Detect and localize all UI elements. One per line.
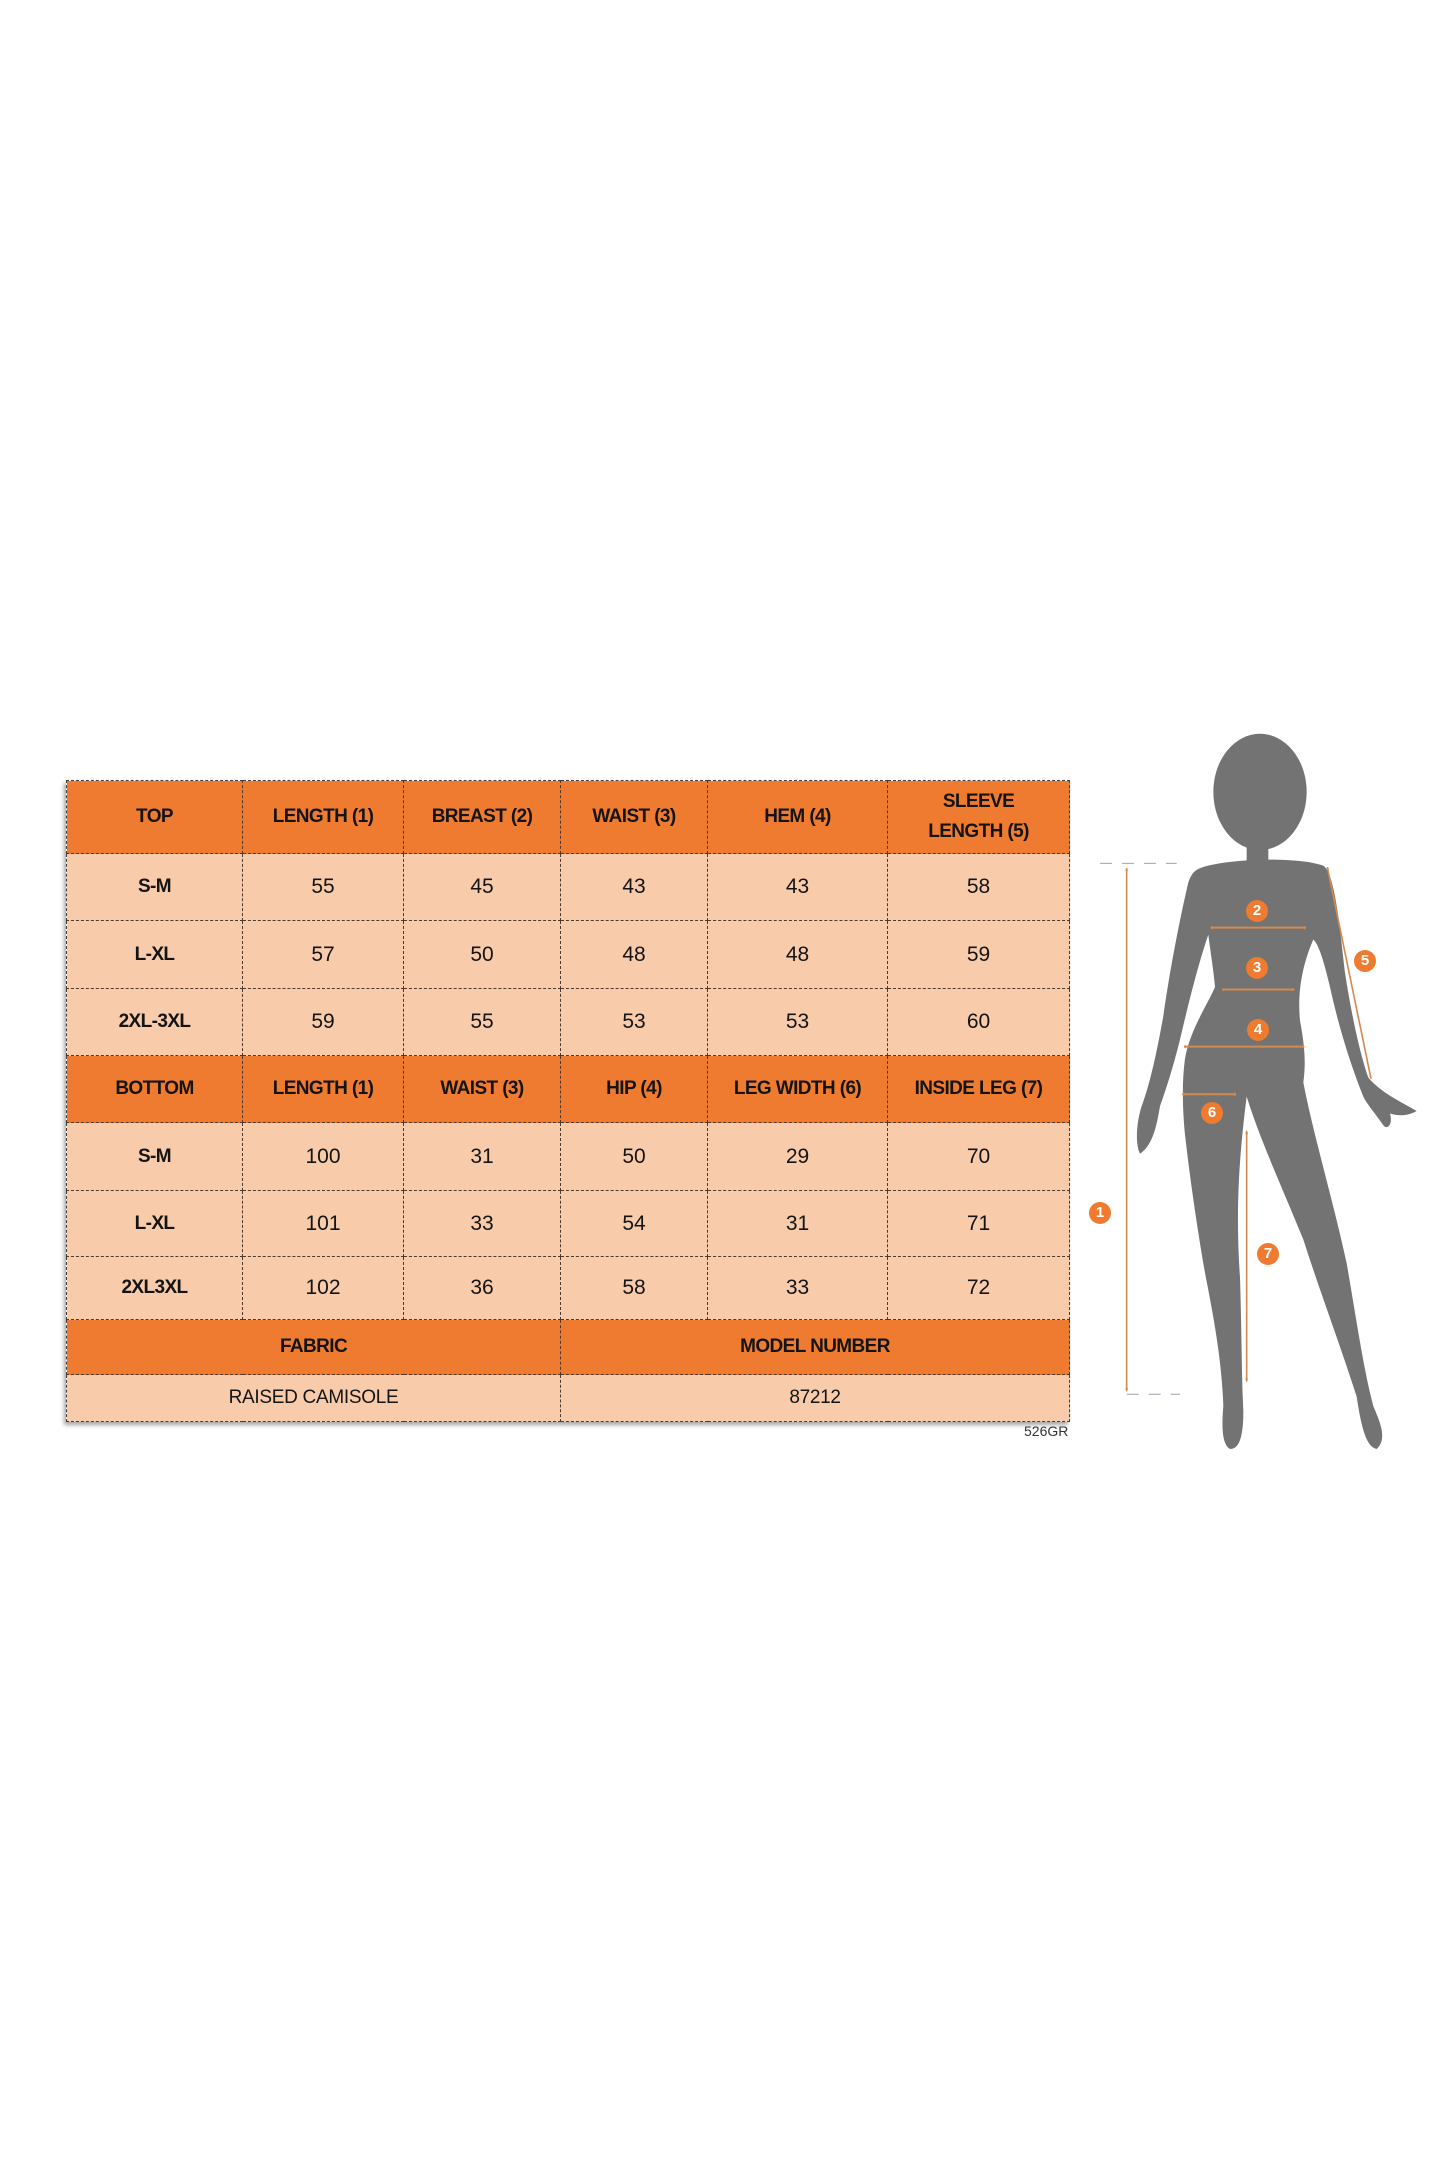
marker-4: 4 — [1247, 1019, 1269, 1041]
value-cell: 55 — [242, 853, 404, 921]
size-cell: L-XL — [66, 1190, 243, 1257]
value-cell: 29 — [707, 1122, 888, 1191]
value-cell: 59 — [242, 988, 404, 1056]
value-cell: 101 — [242, 1190, 404, 1257]
table-row: 2XL-3XL 59 55 53 53 60 — [66, 988, 1070, 1056]
fabric-value: RAISED CAMISOLE — [66, 1374, 561, 1422]
header-cell: HIP (4) — [560, 1055, 708, 1123]
top-header-row: TOP LENGTH (1) BREAST (2) WAIST (3) HEM … — [66, 780, 1070, 854]
header-cell: TOP — [66, 780, 243, 854]
header-cell: WAIST (3) — [560, 780, 708, 854]
value-cell: 60 — [887, 988, 1070, 1056]
table-row: 2XL3XL 102 36 58 33 72 — [66, 1256, 1070, 1320]
value-cell: 72 — [887, 1256, 1070, 1320]
measurement-diagram — [1100, 733, 1417, 1450]
marker-5: 5 — [1354, 950, 1376, 972]
value-cell: 58 — [887, 853, 1070, 921]
value-cell: 48 — [560, 920, 708, 989]
value-cell: 31 — [403, 1122, 561, 1191]
header-cell: HEM (4) — [707, 780, 888, 854]
measure-lines — [1100, 863, 1371, 1394]
value-cell: 50 — [560, 1122, 708, 1191]
sleeve-arrow — [1327, 867, 1371, 1078]
value-cell: 53 — [560, 988, 708, 1056]
bottom-header-row: BOTTOM LENGTH (1) WAIST (3) HIP (4) LEG … — [66, 1055, 1070, 1123]
header-cell: WAIST (3) — [403, 1055, 561, 1123]
value-cell: 45 — [403, 853, 561, 921]
header-cell: LEG WIDTH (6) — [707, 1055, 888, 1123]
model-number-value: 87212 — [560, 1374, 1070, 1422]
model-number-label: MODEL NUMBER — [560, 1319, 1070, 1375]
value-cell: 33 — [707, 1256, 888, 1320]
size-cell: 2XL-3XL — [66, 988, 243, 1056]
value-cell: 50 — [403, 920, 561, 989]
value-cell: 70 — [887, 1122, 1070, 1191]
header-cell: BOTTOM — [66, 1055, 243, 1123]
info-header-row: FABRIC MODEL NUMBER — [66, 1319, 1070, 1375]
size-chart-table: TOP LENGTH (1) BREAST (2) WAIST (3) HEM … — [66, 780, 1070, 1422]
size-cell: S-M — [66, 853, 243, 921]
fabric-label: FABRIC — [66, 1319, 561, 1375]
table-row: S-M 55 45 43 43 58 — [66, 853, 1070, 921]
size-cell: L-XL — [66, 920, 243, 989]
size-cell: S-M — [66, 1122, 243, 1191]
info-row: RAISED CAMISOLE 87212 — [66, 1374, 1070, 1422]
header-cell: LENGTH (1) — [242, 1055, 404, 1123]
marker-3: 3 — [1246, 957, 1268, 979]
marker-1: 1 — [1089, 1202, 1111, 1224]
value-cell: 53 — [707, 988, 888, 1056]
value-cell: 33 — [403, 1190, 561, 1257]
marker-7: 7 — [1257, 1243, 1279, 1265]
silhouette — [1136, 733, 1417, 1450]
size-cell: 2XL3XL — [66, 1256, 243, 1320]
value-cell: 58 — [560, 1256, 708, 1320]
marker-2: 2 — [1246, 900, 1268, 922]
value-cell: 43 — [707, 853, 888, 921]
product-code: 526GR — [1024, 1423, 1069, 1439]
header-cell: BREAST (2) — [403, 780, 561, 854]
table-row: L-XL 101 33 54 31 71 — [66, 1190, 1070, 1257]
body-silhouette-icon: 1 2 3 4 5 6 7 — [1089, 730, 1440, 1480]
marker-6: 6 — [1201, 1102, 1223, 1124]
table-row: S-M 100 31 50 29 70 — [66, 1122, 1070, 1191]
value-cell: 54 — [560, 1190, 708, 1257]
header-cell: SLEEVE LENGTH (5) — [887, 780, 1070, 854]
value-cell: 55 — [403, 988, 561, 1056]
value-cell: 31 — [707, 1190, 888, 1257]
value-cell: 100 — [242, 1122, 404, 1191]
value-cell: 36 — [403, 1256, 561, 1320]
value-cell: 102 — [242, 1256, 404, 1320]
table-row: L-XL 57 50 48 48 59 — [66, 920, 1070, 989]
value-cell: 59 — [887, 920, 1070, 989]
header-cell: LENGTH (1) — [242, 780, 404, 854]
header-cell: INSIDE LEG (7) — [887, 1055, 1070, 1123]
value-cell: 57 — [242, 920, 404, 989]
value-cell: 48 — [707, 920, 888, 989]
value-cell: 71 — [887, 1190, 1070, 1257]
value-cell: 43 — [560, 853, 708, 921]
